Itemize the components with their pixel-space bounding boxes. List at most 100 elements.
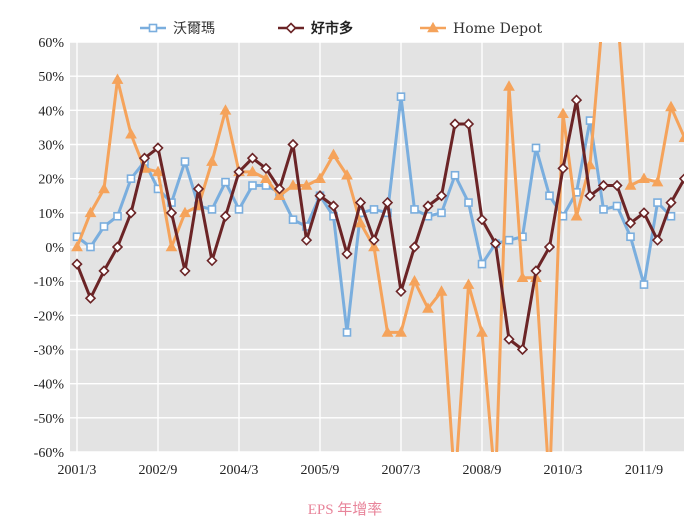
- data-point: [678, 173, 684, 184]
- y-tick-label: -60%: [34, 446, 65, 461]
- data-point: [395, 285, 407, 298]
- data-point: [503, 80, 515, 91]
- data-point: [273, 183, 286, 195]
- data-point: [464, 198, 473, 207]
- data-point: [260, 172, 272, 183]
- legend-item: Home Depot: [420, 21, 543, 37]
- data-point: [221, 177, 230, 187]
- y-tick-label: 30%: [38, 139, 64, 154]
- data-point: [477, 259, 487, 269]
- data-point: [476, 326, 488, 337]
- data-point: [165, 207, 178, 219]
- data-point: [651, 175, 664, 187]
- data-point: [273, 189, 286, 201]
- data-point: [314, 172, 326, 183]
- data-point: [694, 184, 700, 192]
- data-point: [354, 196, 367, 209]
- x-axis-ticks: 2001/3 2002/9 2004/3 2005/9 2007/3 2008/9 2010…: [58, 463, 664, 478]
- y-tick-label: 0%: [45, 241, 64, 256]
- data-point: [152, 165, 164, 177]
- data-point: [287, 179, 299, 190]
- legend-item: 沃爾瑪: [140, 21, 215, 37]
- x-tick-label: 2005/9: [301, 463, 340, 478]
- series-line: [75, 98, 684, 351]
- data-point: [354, 216, 367, 228]
- data-point: [651, 234, 664, 246]
- legend-marker: [148, 23, 158, 33]
- x-tick-label: 2002/9: [139, 463, 178, 478]
- x-axis-label: EPS 年增率: [308, 501, 383, 518]
- data-point: [408, 241, 421, 253]
- data-point: [125, 128, 137, 139]
- data-point: [368, 234, 380, 246]
- data-point: [543, 241, 556, 253]
- y-tick-label: 10%: [38, 207, 64, 222]
- data-point: [219, 210, 232, 222]
- data-point: [288, 215, 298, 224]
- data-point: [219, 104, 232, 115]
- data-point: [611, 179, 623, 192]
- y-tick-label: -40%: [34, 378, 65, 393]
- y-tick-label: 60%: [38, 36, 64, 51]
- x-tick-label: 2001/3: [58, 463, 97, 478]
- data-point: [503, 333, 515, 345]
- data-point: [653, 198, 662, 207]
- data-point: [125, 207, 137, 219]
- data-point: [369, 205, 379, 214]
- data-point: [450, 170, 460, 180]
- data-point: [422, 302, 434, 313]
- series-1: [71, 94, 684, 356]
- data-point: [476, 214, 488, 226]
- data-point: [111, 73, 124, 84]
- data-point: [71, 258, 83, 270]
- data-point: [300, 234, 313, 246]
- data-point: [462, 118, 475, 130]
- data-point: [165, 240, 178, 252]
- data-point: [98, 182, 110, 194]
- data-point: [314, 190, 326, 202]
- data-point: [341, 169, 353, 180]
- data-point: [624, 217, 637, 229]
- data-point: [626, 232, 635, 242]
- data-point: [530, 265, 542, 277]
- legend: 沃爾瑪 好市多 Home Depot: [140, 20, 543, 37]
- y-tick-label: -10%: [34, 275, 65, 290]
- x-tick-label: 2010/3: [544, 463, 583, 478]
- data-point: [557, 107, 569, 119]
- y-tick-label: -30%: [34, 344, 65, 359]
- data-point: [531, 143, 541, 153]
- data-point: [260, 162, 272, 175]
- data-point: [327, 148, 340, 160]
- data-point: [300, 179, 313, 190]
- data-point: [422, 200, 434, 212]
- data-point: [381, 196, 394, 209]
- data-point: [437, 208, 446, 218]
- data-point: [98, 265, 110, 277]
- data-point: [84, 292, 97, 304]
- data-point: [570, 210, 583, 221]
- data-point: [396, 92, 406, 101]
- y-tick-label: -50%: [34, 412, 65, 427]
- data-point: [368, 240, 380, 252]
- data-point: [152, 142, 164, 154]
- data-point: [435, 190, 448, 202]
- data-point: [84, 206, 97, 218]
- data-point: [395, 326, 407, 337]
- data-point: [516, 343, 529, 356]
- data-point: [557, 162, 569, 175]
- data-point: [570, 94, 583, 106]
- data-point: [462, 278, 475, 289]
- y-tick-label: 50%: [38, 70, 64, 85]
- data-point: [179, 206, 191, 218]
- data-point: [516, 271, 529, 283]
- data-point: [86, 242, 95, 252]
- data-point: [624, 179, 637, 190]
- y-tick-label: -20%: [34, 309, 65, 324]
- legend-label: 好市多: [310, 20, 353, 37]
- data-point: [435, 285, 448, 296]
- data-point: [599, 205, 608, 214]
- legend-label: Home Depot: [453, 21, 543, 37]
- data-point: [287, 138, 299, 151]
- legend-marker: [427, 21, 439, 33]
